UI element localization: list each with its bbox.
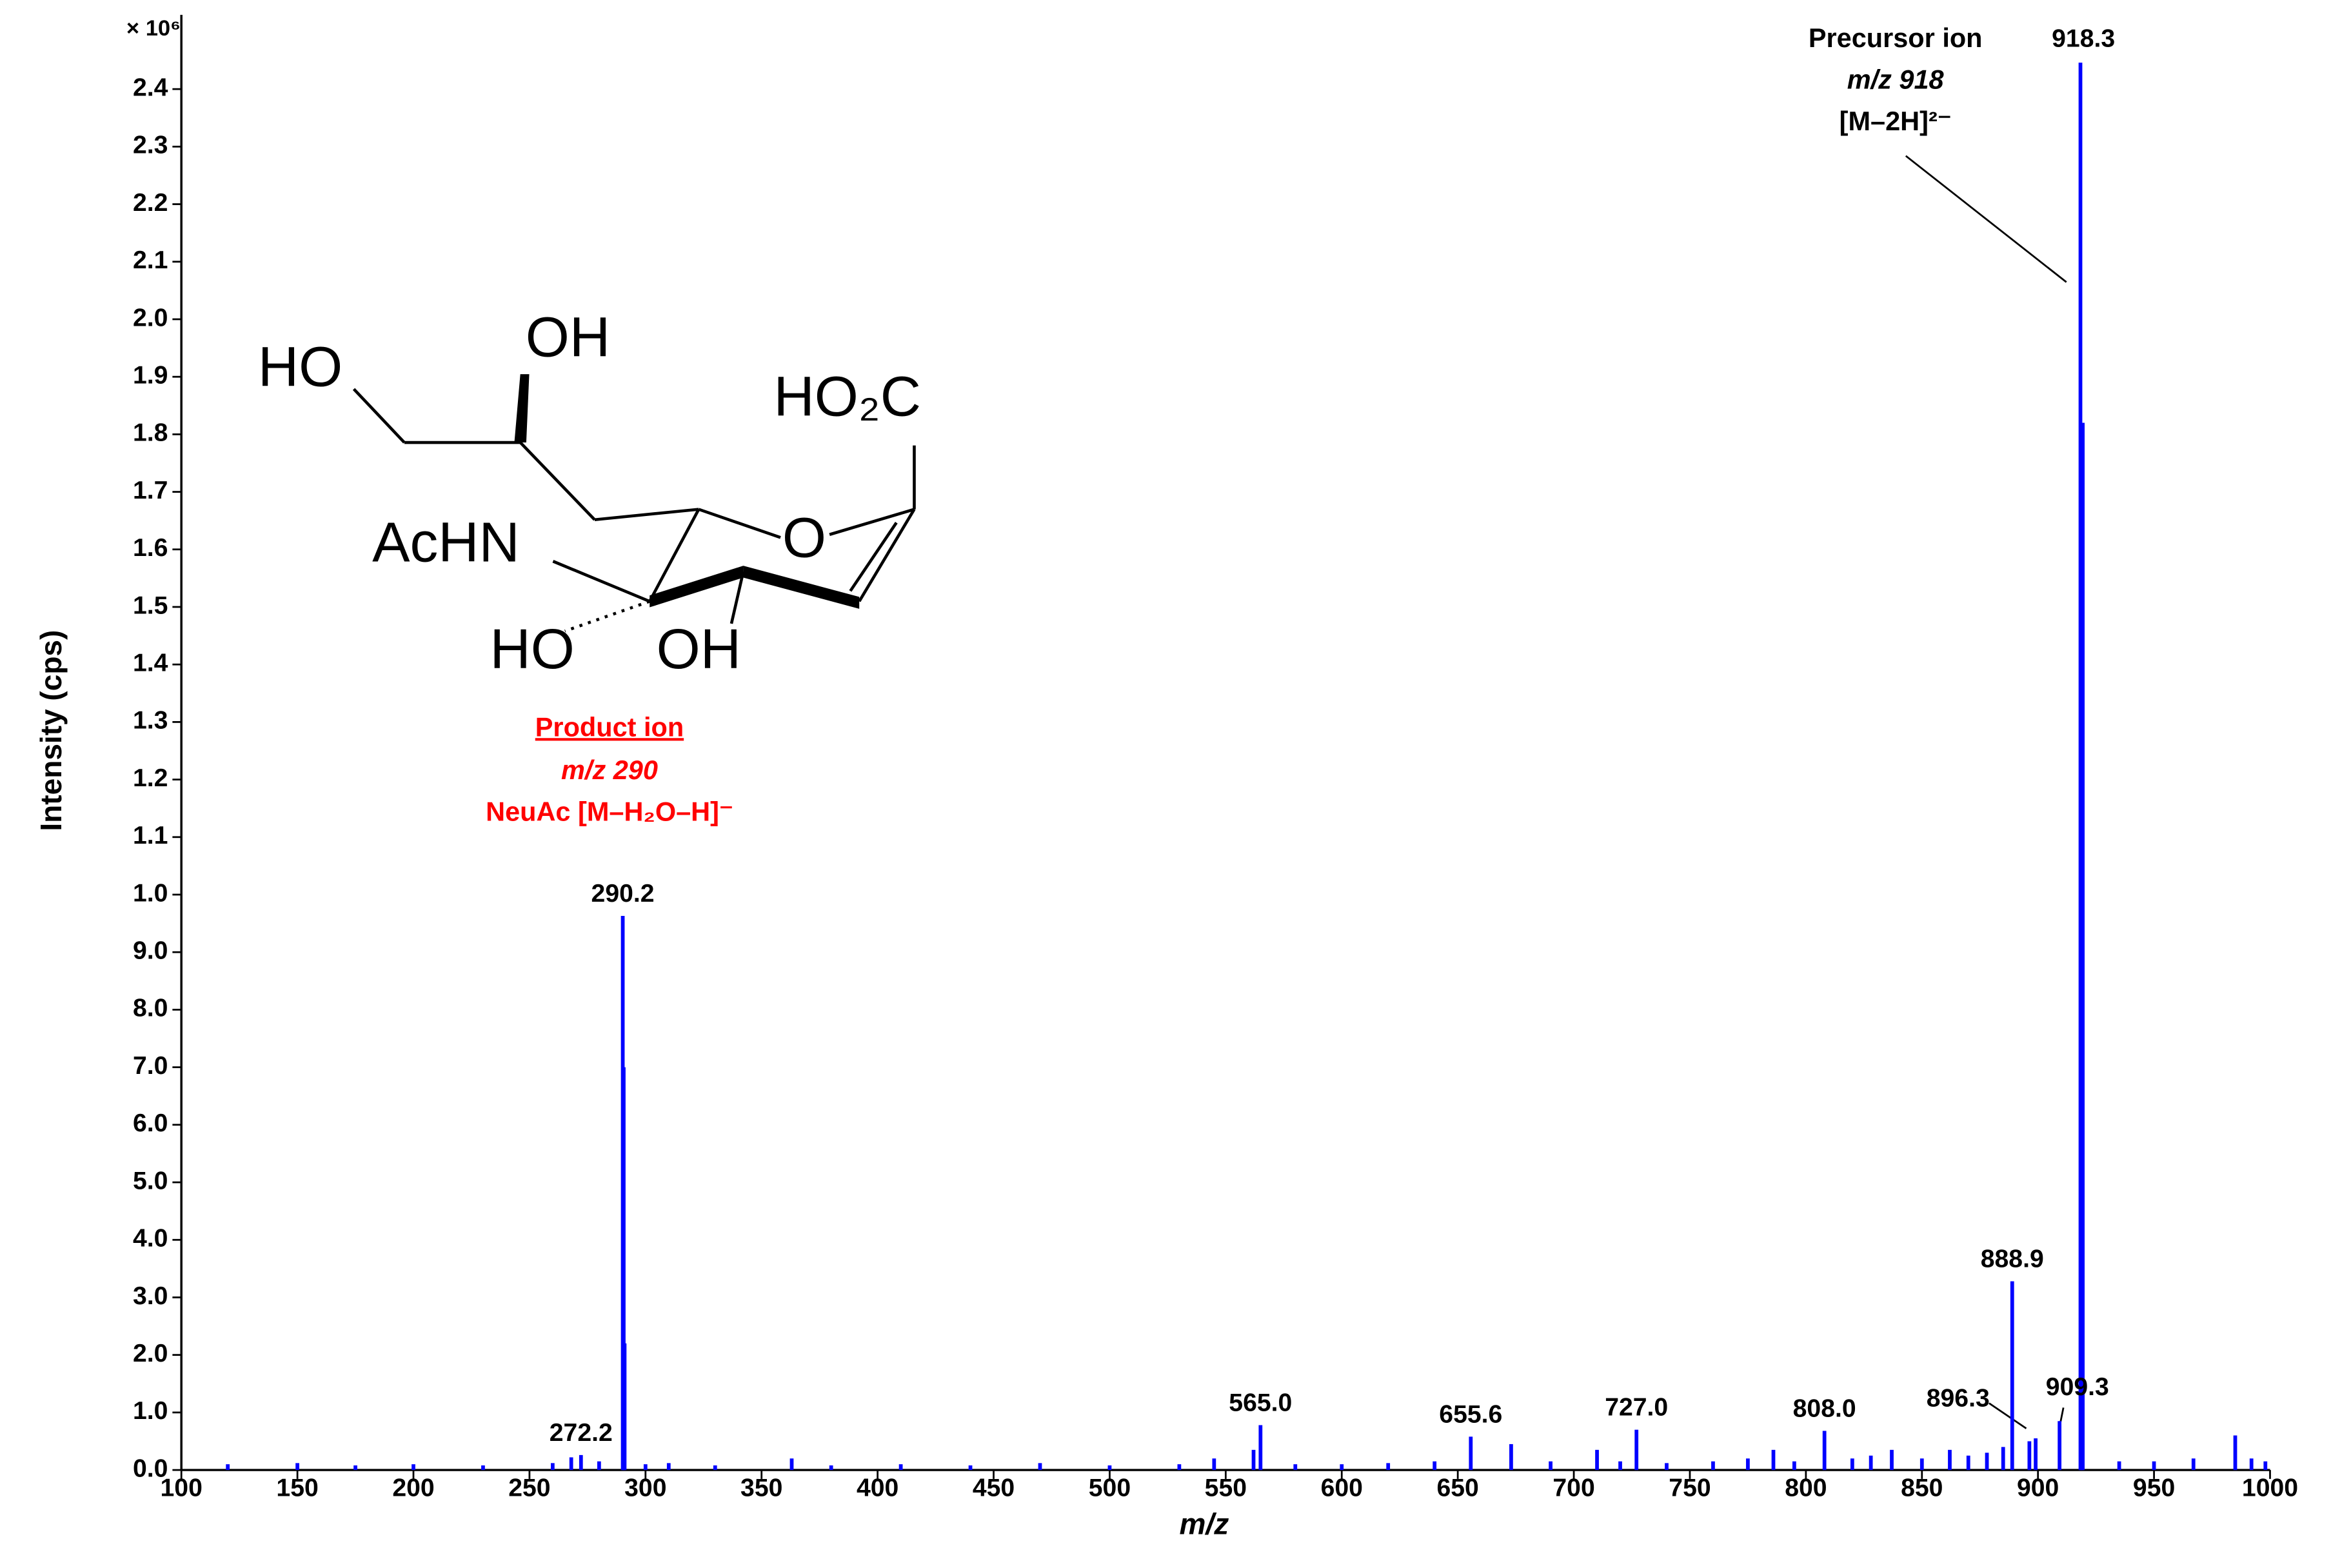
x-tick-label: 700 [1552, 1474, 1594, 1502]
y-tick-label: 2.2 [133, 189, 168, 217]
precursor-annotation: m/z 918 [1847, 65, 1944, 95]
y-tick-label: 9.0 [133, 937, 168, 965]
structure-label: HO₂C [773, 365, 921, 428]
structure-wedge [743, 566, 860, 609]
product-annotation: m/z 290 [561, 755, 658, 785]
y-tick-label: 2.0 [133, 1340, 168, 1367]
peak-label: 918.3 [2052, 25, 2115, 53]
x-tick-label: 300 [624, 1474, 666, 1502]
x-tick-label: 550 [1205, 1474, 1247, 1502]
precursor-annotation: Precursor ion [1809, 23, 1983, 53]
peak-label: 727.0 [1605, 1394, 1668, 1422]
x-tick-label: 900 [2017, 1474, 2059, 1502]
peak-label: 909.3 [2046, 1373, 2109, 1401]
y-axis-label: Intensity (cps) [34, 630, 68, 831]
y-tick-label: 5.0 [133, 1167, 168, 1195]
y-tick-label: 2.0 [133, 304, 168, 332]
y-tick-label: 1.4 [133, 650, 168, 677]
y-tick-label: 7.0 [133, 1052, 168, 1080]
y-tick-label: 1.1 [133, 822, 168, 849]
y-tick-label: 4.0 [133, 1225, 168, 1253]
x-axis-label: m/z [1180, 1507, 1229, 1541]
y-tick-label: 6.0 [133, 1109, 168, 1137]
x-tick-label: 400 [857, 1474, 898, 1502]
y-tick-label: 1.0 [133, 1397, 168, 1425]
structure-label: OH [657, 617, 741, 680]
structure-wedge [514, 374, 530, 443]
x-tick-label: 650 [1436, 1474, 1478, 1502]
y-tick-label: 1.9 [133, 362, 168, 390]
x-tick-label: 500 [1089, 1474, 1131, 1502]
peak-label: 808.0 [1793, 1395, 1856, 1423]
structure-wedge [650, 566, 744, 608]
structure-bonds [352, 388, 916, 633]
x-tick-label: 800 [1785, 1474, 1827, 1502]
y-tick-label: 2.1 [133, 246, 168, 274]
x-tick-label: 600 [1321, 1474, 1363, 1502]
y-tick-label: 1.6 [133, 534, 168, 562]
y-tick-label: 1.2 [133, 764, 168, 792]
x-tick-label: 850 [1901, 1474, 1943, 1502]
y-tick-label: 8.0 [133, 995, 168, 1022]
peak-label: 272.2 [550, 1419, 613, 1447]
leader-line [1989, 1402, 2027, 1429]
peak-label: 896.3 [1927, 1384, 1990, 1412]
peak-label: 655.6 [1439, 1400, 1502, 1428]
y-tick-label: 0.0 [133, 1454, 168, 1482]
leader-line [2059, 1407, 2065, 1423]
x-tick-label: 150 [276, 1474, 318, 1502]
y-tick-label: 1.0 [133, 879, 168, 907]
x-tick-label: 250 [508, 1474, 550, 1502]
x-tick-label: 950 [2133, 1474, 2175, 1502]
x-tick-label: 200 [392, 1474, 434, 1502]
structure-label: HO [258, 335, 342, 399]
peak-label: 290.2 [591, 880, 655, 908]
y-tick-label: 1.5 [133, 591, 168, 619]
y-tick-label: 2.4 [133, 74, 168, 101]
product-annotation: Product ion [535, 711, 684, 742]
x-tick-label: 100 [161, 1474, 203, 1502]
structure-label: OH [526, 306, 610, 369]
y-tick-label: 1.3 [133, 707, 168, 735]
precursor-annotation: [M–2H]²⁻ [1840, 106, 1952, 136]
peak-label: 565.0 [1229, 1389, 1292, 1417]
y-tick-label: 1.8 [133, 419, 168, 447]
leader-line [1905, 155, 2067, 283]
structure-label: HO [490, 617, 574, 680]
peak-label: 888.9 [1981, 1245, 2044, 1273]
x-tick-label: 350 [740, 1474, 782, 1502]
structure-label: AcHN [372, 510, 520, 573]
y-scale-label: × 10⁶ [126, 16, 181, 41]
structure-label: O [782, 506, 826, 569]
y-tick-label: 1.7 [133, 477, 168, 504]
y-tick-label: 3.0 [133, 1282, 168, 1310]
product-annotation: NeuAc [M–H₂O–H]⁻ [486, 797, 733, 827]
x-tick-label: 450 [973, 1474, 1015, 1502]
x-tick-label: 750 [1669, 1474, 1711, 1502]
x-tick-label: 1000 [2242, 1474, 2298, 1502]
y-tick-label: 2.3 [133, 132, 168, 159]
